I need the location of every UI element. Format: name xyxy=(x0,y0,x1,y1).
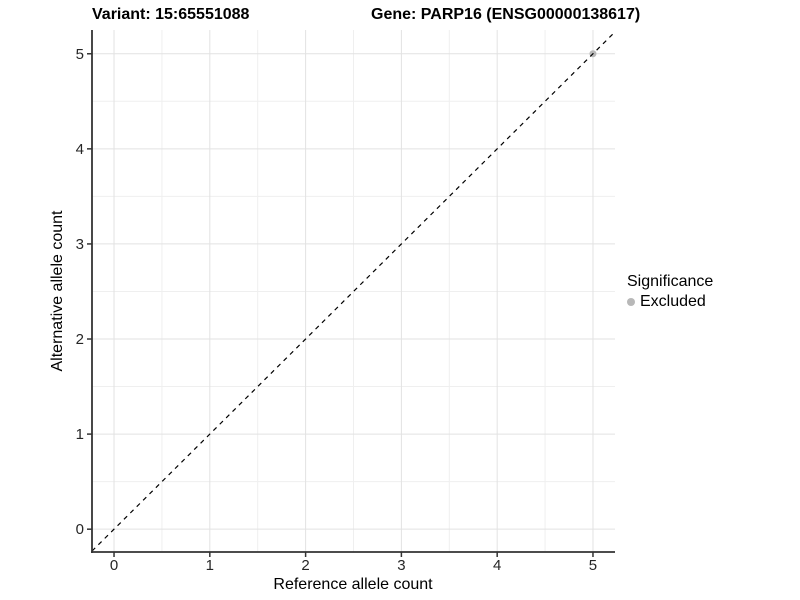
legend-item-label: Excluded xyxy=(640,293,706,310)
plot-title-variant: Variant: 15:65551088 xyxy=(92,6,250,23)
y-tick-label: 5 xyxy=(76,46,84,63)
legend: Significance Excluded xyxy=(627,272,713,311)
x-tick-label: 3 xyxy=(397,557,405,574)
y-tick-label: 0 xyxy=(76,521,84,538)
x-tick-label: 0 xyxy=(110,557,118,574)
excluded-point-marker-icon xyxy=(627,297,635,306)
y-axis-title: Alternative allele count xyxy=(49,210,66,372)
x-axis-title: Reference allele count xyxy=(273,576,433,593)
x-tick-label: 5 xyxy=(589,557,597,574)
x-tick-label: 4 xyxy=(493,557,501,574)
x-tick-label: 1 xyxy=(206,557,214,574)
legend-item-excluded: Excluded xyxy=(627,292,713,311)
legend-title: Significance xyxy=(627,273,714,290)
y-tick-label: 4 xyxy=(76,141,84,158)
y-tick-label: 2 xyxy=(76,331,84,348)
x-tick-label: 2 xyxy=(301,557,309,574)
y-tick-label: 3 xyxy=(76,236,84,253)
y-tick-label: 1 xyxy=(76,426,84,443)
plot-title-gene: Gene: PARP16 (ENSG00000138617) xyxy=(371,6,641,23)
identity-reference-line xyxy=(91,31,616,552)
